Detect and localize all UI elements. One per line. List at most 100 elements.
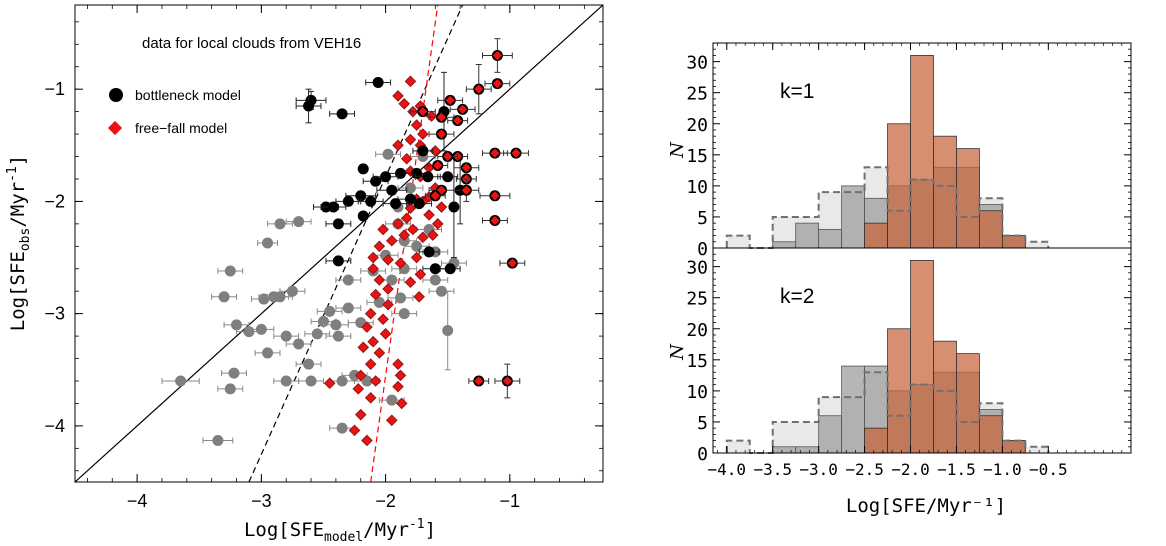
scatter-x-tick-label: −2 [375,491,396,511]
scatter-y-tick-label: −1 [44,79,65,99]
histogram-y-tick-label: 30 [686,53,708,74]
scatter-reference-lines [75,5,603,482]
point-2-29 [382,253,394,266]
hist-light-bar [772,421,796,453]
scatter-x-tick-label: −4 [127,491,148,511]
point-2-41 [357,341,370,354]
point-2-50 [323,377,336,390]
histogram-x-ticks: −4.0 −3.5 −3.0 −2.5 −2.0 −1.5 −1.0 −0.5 [708,43,1123,479]
histogram-k2-y-axis-label: N [667,343,688,361]
point-2-2 [398,97,411,110]
hist-light-bar [1025,446,1049,453]
point-0-13 [357,210,369,222]
point-0-29 [372,171,399,183]
legend-bottleneck-marker [109,88,123,102]
point-1-20 [273,375,300,387]
hist-orange-bar [956,148,980,249]
point-1-26 [316,305,343,317]
point-2-46 [352,383,365,395]
point-2-34 [369,288,382,301]
point-2-33 [382,283,394,295]
hist-dashed-outline [725,371,1050,454]
point-1-27 [335,302,362,314]
hist-orange-bar [1001,235,1026,249]
point-1-51 [442,290,454,371]
histogram-k2-y-ticks: 0 5 10 15 20 25 30 [686,253,1131,465]
legend-freefall-marker [107,120,123,136]
hist-light-bar [795,421,819,453]
histogram-k2-label: k=2 [780,285,814,308]
hist-light-bar [1025,241,1049,248]
point-0-17 [414,171,441,183]
scatter-x-tick-label: −3 [251,491,272,511]
point-3-23 [409,106,436,118]
hist-grey-bar [772,241,797,249]
point-2-24 [398,229,411,241]
point-2-48 [354,408,367,421]
histogram-x-axis-label: Log[SFE/Myr⁻¹] [846,495,1006,517]
point-2-21 [392,218,404,230]
point-1-41 [391,308,418,320]
histogram-y-tick-label: 10 [686,382,708,403]
point-1-13 [257,237,279,249]
hist-orange-bar [887,123,911,249]
hist-orange-bar [1001,440,1026,454]
point-2-27 [373,240,386,253]
point-3-19 [499,257,526,269]
point-0-1 [295,88,322,124]
scatter-y-tick-label: −2 [44,191,65,211]
point-2-52 [394,369,407,382]
histogram-y-tick-label: 25 [686,289,708,310]
point-2-61 [426,229,439,241]
hist-light-bar [726,235,750,248]
point-3-16 [453,178,480,202]
point-0-20 [418,246,440,258]
point-3-22 [428,111,455,123]
point-3-8 [449,103,476,115]
point-1-38 [387,292,414,304]
point-2-65 [413,291,425,303]
point-3-12 [437,151,459,163]
point-2-37 [377,313,389,326]
histogram-x-tick-label: −3.0 [799,460,838,479]
histogram-k2 [725,260,1050,454]
point-2-28 [367,251,379,264]
point-2-22 [407,223,419,236]
histogram-x-tick-label: −1.0 [983,460,1022,479]
point-1-0 [161,375,200,387]
point-1-1 [202,434,234,446]
point-2-36 [364,307,377,320]
point-1-34 [335,274,362,286]
point-2-31 [367,262,379,275]
hist-grey-bar [795,446,820,454]
histogram-y-tick-label: 25 [686,84,708,105]
hist-orange-bar [910,260,934,454]
scatter-x-tick-label: −1 [500,491,521,511]
point-2-1 [392,90,404,102]
point-2-42 [373,347,386,359]
histogram-x-tick-label: −2.5 [845,460,884,479]
hist-grey-bar [841,365,865,454]
point-2-35 [382,298,394,311]
point-2-10 [404,133,417,146]
point-1-19 [295,358,322,370]
scatter-annotation: data for local clouds from VEH16 [142,35,361,52]
point-3-0 [481,38,513,73]
point-2-20 [400,212,413,225]
histogram-y-tick-label: 0 [697,444,708,465]
point-2-32 [373,274,386,286]
point-1-47 [422,274,449,286]
point-2-43 [364,358,377,370]
hist-grey-bar [818,228,843,249]
point-3-4 [503,147,529,159]
scatter-x-axis-label: Log[SFEmodel/Myr-1] [244,517,436,545]
hist-orange-bar [933,135,957,249]
point-2-11 [392,139,404,152]
point-2-38 [361,321,373,333]
histogram-y-tick-label: 0 [697,239,708,260]
point-1-21 [298,375,324,387]
hist-orange-bar [956,353,980,454]
point-2-39 [379,328,392,340]
hist-orange-bar [864,427,888,454]
